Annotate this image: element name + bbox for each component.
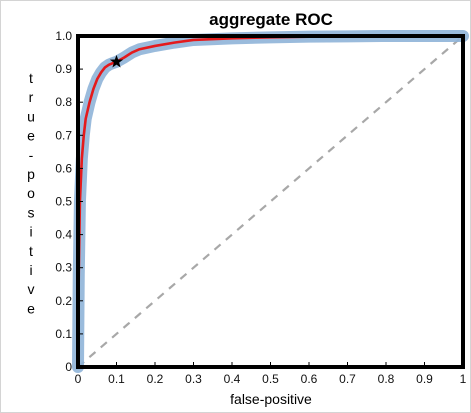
y-axis-label-char: o xyxy=(27,185,35,201)
x-tick-label: 0 xyxy=(75,372,82,386)
y-axis-label-char: u xyxy=(27,108,35,124)
y-tick-label: 0.1 xyxy=(55,327,72,341)
chart-title: aggregate ROC xyxy=(209,10,333,29)
x-tick-label: 0.4 xyxy=(224,372,241,386)
y-axis-label-char: - xyxy=(29,147,34,163)
x-tick-label: 0.7 xyxy=(339,372,356,386)
y-axis-label-char: r xyxy=(29,89,34,105)
y-axis-label-char: v xyxy=(28,281,35,297)
y-tick-label: 1.0 xyxy=(55,29,72,43)
operating-point-star-marker xyxy=(109,54,124,68)
y-axis-label-char: p xyxy=(27,166,35,182)
y-tick-label: 0.6 xyxy=(55,161,72,175)
x-tick-label: 0.3 xyxy=(185,372,202,386)
y-axis-label-char: e xyxy=(27,300,35,316)
y-tick-label: 0.2 xyxy=(55,294,72,308)
x-tick-label: 1 xyxy=(460,372,467,386)
x-tick-label: 0.8 xyxy=(378,372,395,386)
x-tick-label: 0.2 xyxy=(147,372,164,386)
y-axis-label-char: t xyxy=(29,243,33,259)
y-tick-label: 0.7 xyxy=(55,128,72,142)
y-axis-label-char: i xyxy=(29,262,32,278)
y-tick-label: 0 xyxy=(65,360,72,374)
y-axis-label-char: i xyxy=(29,224,32,240)
y-axis-label-char: t xyxy=(29,70,33,86)
plot-area: 0 0.1 0.2 0.3 0.4 0.5 0.6 0.7 0.8 0.9 1 0 0.1 0.2 0.3 0… xyxy=(55,29,469,386)
diagonal-reference-line xyxy=(77,35,464,368)
y-tick-label: 0.9 xyxy=(55,62,72,76)
y-tick-label: 0.5 xyxy=(55,195,72,209)
x-axis-label: false-positive xyxy=(230,391,312,407)
y-axis-label-char: e xyxy=(27,128,35,144)
x-tick-label: 0.1 xyxy=(108,372,125,386)
y-axis-label-char: s xyxy=(28,204,35,220)
y-tick-label: 0.3 xyxy=(55,261,72,275)
x-tick-label: 0.6 xyxy=(301,372,318,386)
x-tick-label: 0.9 xyxy=(416,372,433,386)
y-tick-label: 0.8 xyxy=(55,95,72,109)
x-tick-label: 0.5 xyxy=(262,372,279,386)
y-tick-label: 0.4 xyxy=(55,228,72,242)
